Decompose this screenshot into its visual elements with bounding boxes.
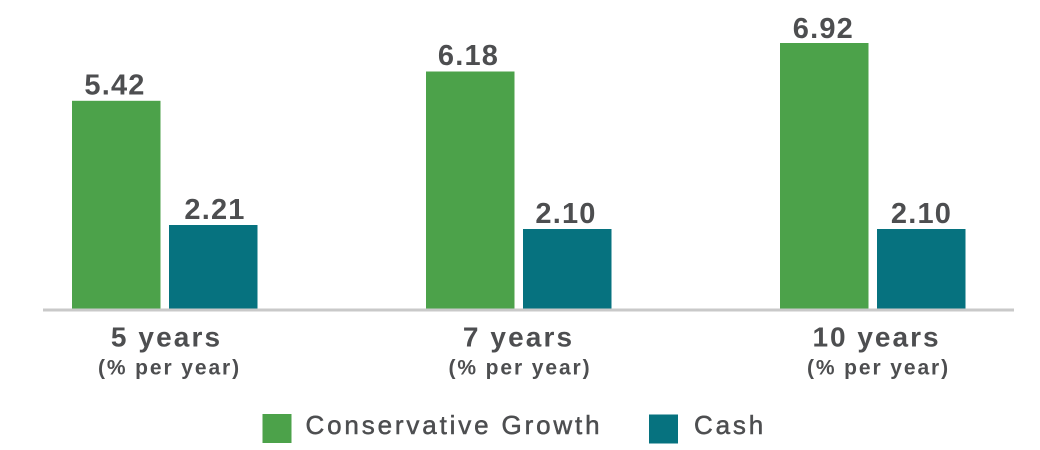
svg-text:Conservative Growth: Conservative Growth xyxy=(306,410,603,440)
svg-text:5 years: 5 years xyxy=(111,321,222,352)
svg-text:6.18: 6.18 xyxy=(438,40,499,72)
svg-text:5.42: 5.42 xyxy=(84,70,145,102)
svg-text:(% per year): (% per year) xyxy=(448,356,591,379)
svg-text:(% per year): (% per year) xyxy=(98,356,241,379)
svg-text:2.10: 2.10 xyxy=(535,198,596,230)
svg-text:2.21: 2.21 xyxy=(184,194,245,226)
svg-text:2.10: 2.10 xyxy=(891,198,952,230)
svg-text:6.92: 6.92 xyxy=(793,13,854,45)
svg-text:Cash: Cash xyxy=(694,410,766,440)
svg-text:(% per year): (% per year) xyxy=(807,356,950,379)
svg-text:10 years: 10 years xyxy=(812,321,940,352)
svg-text:7 years: 7 years xyxy=(463,321,574,352)
